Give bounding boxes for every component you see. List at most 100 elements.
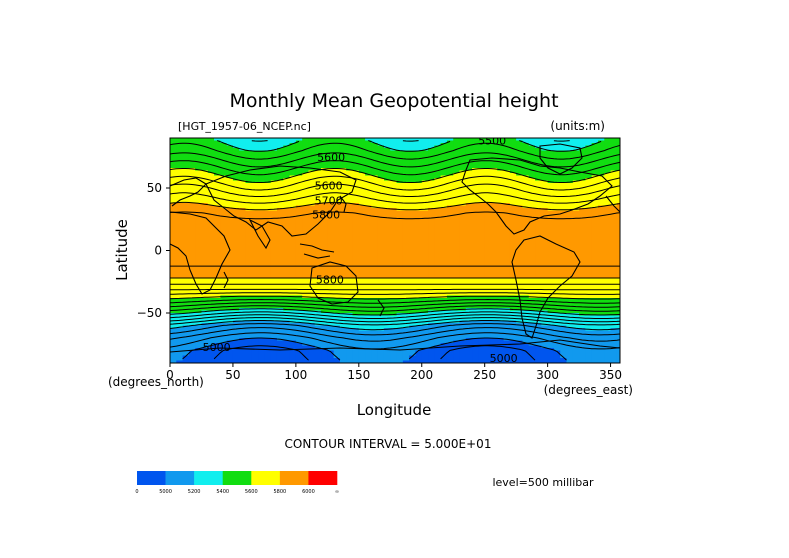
contour-cell [484, 278, 492, 282]
contour-cell [478, 275, 486, 279]
contour-cell [428, 280, 435, 284]
contour-cell [289, 258, 297, 262]
contour-cell [302, 190, 310, 194]
contour-cell [516, 248, 524, 252]
contour-cell [346, 173, 354, 177]
contour-cell [333, 258, 341, 262]
contour-cell [201, 273, 209, 277]
contour-cell [383, 285, 391, 289]
contour-cell [276, 300, 284, 304]
contour-cell [453, 255, 461, 259]
contour-cell [535, 168, 542, 172]
contour-cell [377, 245, 385, 249]
contour-cell [283, 198, 291, 202]
contour-cell [421, 205, 429, 209]
contour-cell [383, 145, 391, 149]
contour-cell [365, 255, 372, 259]
contour-cell [390, 138, 398, 142]
contour-cell [434, 138, 442, 142]
contour-cell [264, 305, 272, 309]
contour-cell [616, 225, 620, 229]
contour-cell [421, 270, 429, 274]
contour-cell [245, 258, 253, 262]
contour-cell [302, 153, 310, 157]
contour-cell [541, 263, 549, 267]
contour-cell [566, 215, 574, 219]
contour-cell [459, 183, 467, 187]
contour-cell [553, 203, 561, 207]
contour-cell [276, 195, 284, 199]
contour-cell [201, 143, 209, 147]
contour-cell [182, 220, 190, 224]
contour-cell [415, 303, 423, 307]
contour-cell [560, 293, 568, 297]
contour-cell [522, 200, 530, 204]
contour-cell [176, 258, 184, 262]
contour-cell [572, 183, 580, 187]
contour-cell [516, 225, 524, 229]
contour-cell [239, 158, 247, 162]
contour-cell [207, 183, 215, 187]
contour-cell [377, 240, 385, 244]
contour-cell [283, 180, 291, 184]
contour-cell [188, 163, 196, 167]
contour-cell [352, 173, 360, 177]
contour-cell [188, 155, 196, 159]
contour-cell [440, 148, 448, 152]
contour-cell [553, 195, 561, 199]
contour-cell [553, 293, 561, 297]
contour-cell [566, 143, 574, 147]
contour-cell [377, 253, 385, 257]
contour-cell [516, 285, 524, 289]
contour-cell [245, 240, 253, 244]
contour-cell [220, 193, 228, 197]
contour-cell [220, 195, 228, 199]
contour-cell [465, 295, 473, 299]
contour-cell [528, 175, 536, 179]
contour-cell [541, 248, 549, 252]
contour-cell [390, 145, 398, 149]
contour-cell [302, 183, 310, 187]
contour-cell [289, 185, 297, 189]
contour-cell [339, 213, 347, 217]
contour-cell [207, 218, 215, 222]
contour-cell [597, 290, 605, 294]
contour-cell [428, 168, 435, 172]
contour-cell [314, 148, 322, 152]
contour-cell [434, 163, 442, 167]
contour-cell [289, 268, 297, 272]
contour-cell [597, 155, 605, 159]
contour-cell [604, 150, 612, 154]
contour-cell [434, 223, 442, 227]
contour-cell [321, 180, 328, 184]
contour-cell [528, 233, 536, 237]
contour-cell [176, 305, 184, 309]
contour-cell [497, 170, 505, 174]
contour-cell [308, 293, 316, 297]
contour-cell [390, 223, 398, 227]
contour-cell [572, 220, 580, 224]
contour-cell [327, 303, 335, 307]
contour-cell [490, 238, 498, 242]
contour-cell [509, 210, 517, 214]
contour-cell [220, 230, 228, 234]
contour-cell [258, 200, 265, 204]
contour-cell [270, 245, 278, 249]
contour-cell [516, 240, 524, 244]
contour-cell [258, 295, 265, 299]
contour-cell [453, 145, 461, 149]
contour-cell [226, 200, 234, 204]
contour-cell [490, 138, 498, 142]
contour-cell [553, 278, 561, 282]
contour-cell [358, 275, 366, 279]
contour-cell [478, 138, 486, 142]
contour-cell [258, 145, 265, 149]
contour-cell [327, 203, 335, 207]
contour-cell [541, 273, 549, 277]
contour-cell [302, 203, 310, 207]
contour-cell [176, 260, 184, 264]
contour-cell [289, 235, 297, 239]
contour-cell [390, 240, 398, 244]
contour-cell [579, 183, 586, 187]
contour-cell [327, 195, 335, 199]
